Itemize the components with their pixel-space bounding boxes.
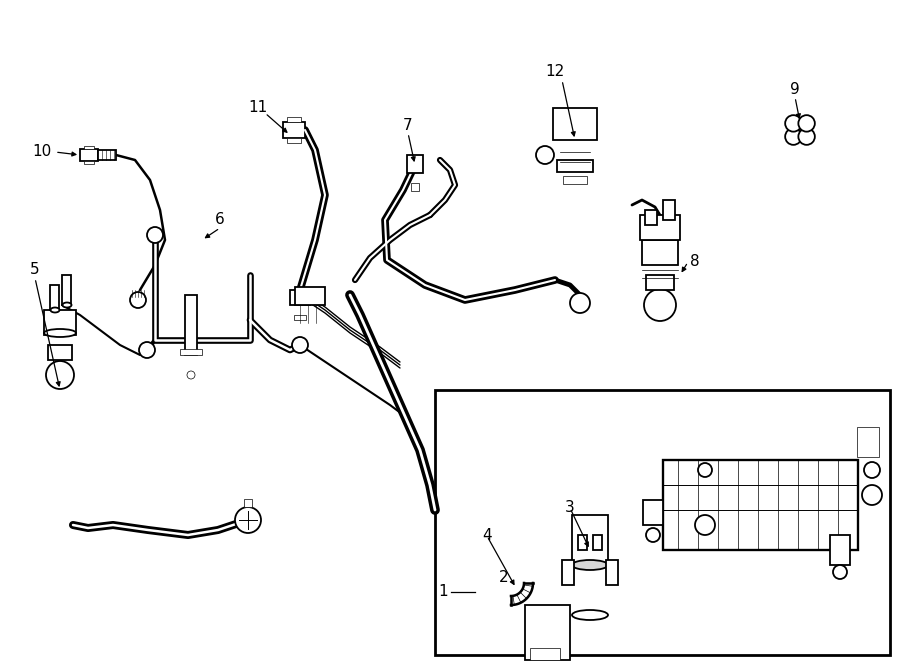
Circle shape	[46, 361, 74, 389]
Bar	[290, 290, 310, 305]
Bar	[563, 176, 587, 184]
Bar	[287, 138, 301, 143]
Bar	[294, 315, 306, 320]
Ellipse shape	[572, 610, 608, 620]
Bar	[642, 240, 678, 265]
Text: 6: 6	[215, 212, 225, 227]
Text: 1: 1	[438, 584, 448, 600]
Circle shape	[864, 462, 880, 478]
Bar	[84, 161, 94, 164]
Text: 8: 8	[690, 254, 700, 270]
Bar	[525, 605, 570, 660]
Text: 5: 5	[31, 262, 40, 278]
Circle shape	[130, 292, 146, 308]
Bar	[640, 215, 680, 240]
Bar	[48, 345, 72, 360]
Text: 10: 10	[32, 145, 51, 159]
Text: 3: 3	[565, 500, 575, 516]
Bar	[572, 515, 608, 565]
Text: 4: 4	[482, 529, 491, 543]
Bar	[62, 275, 71, 305]
Bar	[295, 287, 325, 305]
Circle shape	[147, 227, 163, 243]
Bar	[830, 535, 850, 565]
Text: 2: 2	[500, 570, 508, 584]
Bar	[643, 500, 663, 525]
Circle shape	[798, 128, 814, 145]
Circle shape	[292, 337, 308, 353]
Bar	[578, 535, 587, 550]
Bar	[435, 390, 890, 655]
Circle shape	[695, 515, 715, 535]
Bar	[407, 155, 423, 173]
Bar	[557, 160, 593, 172]
Bar	[80, 149, 98, 161]
Bar	[593, 535, 602, 550]
Circle shape	[139, 342, 155, 358]
Circle shape	[536, 146, 554, 164]
Circle shape	[235, 507, 261, 533]
Bar	[530, 648, 560, 660]
Bar	[553, 108, 597, 140]
Bar	[180, 349, 202, 355]
Ellipse shape	[572, 560, 608, 570]
Text: 9: 9	[790, 83, 800, 98]
Bar	[606, 560, 618, 585]
Circle shape	[646, 528, 660, 542]
Ellipse shape	[44, 329, 76, 337]
Bar	[98, 150, 116, 160]
Bar	[244, 499, 252, 507]
Text: 11: 11	[248, 100, 267, 116]
Circle shape	[785, 115, 802, 132]
Bar	[857, 427, 879, 457]
Circle shape	[644, 289, 676, 321]
Ellipse shape	[62, 303, 71, 307]
Bar	[44, 310, 76, 335]
Bar	[562, 560, 574, 585]
Bar	[411, 183, 419, 191]
Bar	[185, 295, 197, 355]
Circle shape	[187, 371, 195, 379]
Bar	[645, 210, 657, 225]
Circle shape	[785, 128, 802, 145]
Text: 12: 12	[545, 65, 564, 79]
Bar	[84, 146, 94, 149]
Circle shape	[570, 293, 590, 313]
Circle shape	[798, 115, 814, 132]
Bar	[50, 285, 59, 310]
Circle shape	[698, 463, 712, 477]
Bar	[646, 275, 674, 290]
Ellipse shape	[50, 307, 59, 313]
Circle shape	[833, 565, 847, 579]
Bar	[663, 460, 858, 550]
Bar	[663, 200, 675, 220]
Bar	[287, 117, 301, 122]
Text: 7: 7	[403, 118, 413, 132]
Circle shape	[862, 485, 882, 505]
Bar	[283, 122, 305, 138]
